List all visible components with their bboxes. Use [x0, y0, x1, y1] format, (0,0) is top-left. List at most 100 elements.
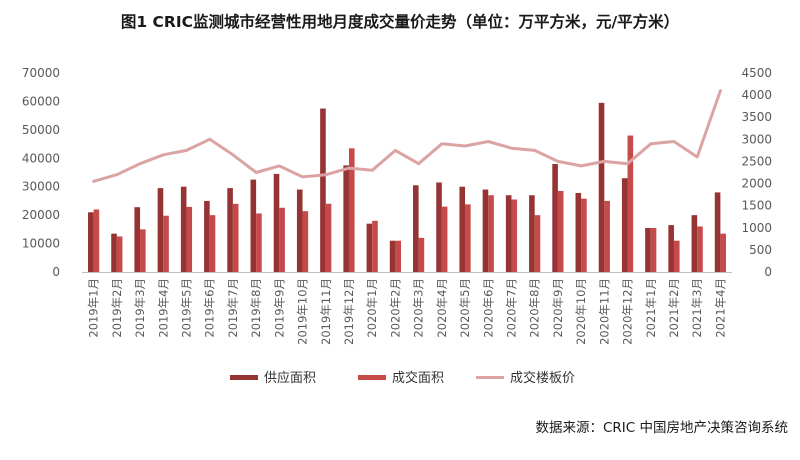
- bar-supply: [552, 163, 558, 272]
- bar-deal: [673, 240, 680, 272]
- x-tick-label: 2020年10月: [574, 278, 588, 345]
- x-tick-label: 2019年3月: [133, 278, 147, 338]
- bar-supply: [111, 233, 117, 272]
- bar-deal: [302, 211, 309, 272]
- bar-deal: [581, 198, 587, 272]
- x-tick-label: 2020年5月: [458, 278, 472, 338]
- legend-label-price: 成交楼板价: [510, 370, 575, 386]
- x-tick-label: 2020年9月: [551, 278, 565, 338]
- x-tick-label: 2020年1月: [365, 278, 379, 338]
- bar-supply: [157, 188, 164, 272]
- x-tick-label: 2020年11月: [597, 278, 611, 345]
- x-tick-label: 2019年11月: [319, 278, 333, 345]
- right-tick-label: 4500: [741, 66, 772, 80]
- left-tick-label: 70000: [22, 66, 60, 80]
- x-tick-label: 2019年1月: [87, 278, 101, 338]
- bar-supply: [598, 102, 605, 272]
- legend-label-deal: 成交面积: [392, 370, 444, 386]
- bar-supply: [459, 186, 466, 272]
- bar-supply: [505, 195, 512, 272]
- bar-deal: [325, 203, 332, 272]
- bar-deal: [650, 227, 657, 272]
- x-tick-label: 2020年2月: [388, 278, 402, 338]
- x-tick-label: 2019年6月: [203, 278, 217, 338]
- bar-deal: [418, 237, 425, 272]
- x-tick-label: 2019年7月: [226, 278, 240, 338]
- right-tick-label: 500: [749, 243, 772, 257]
- left-tick-label: 10000: [22, 237, 60, 251]
- x-tick-label: 2020年8月: [528, 278, 542, 338]
- left-tick-label: 60000: [22, 94, 60, 108]
- x-tick-label: 2019年10月: [296, 278, 310, 345]
- bar-deal: [395, 240, 401, 272]
- x-tick-label: 2019年4月: [156, 278, 170, 338]
- bar-deal: [604, 200, 610, 272]
- bar-supply: [227, 188, 233, 272]
- bar-supply: [482, 189, 489, 272]
- x-tick-label: 2020年4月: [435, 278, 449, 338]
- legend-item-supply: 供应面积: [230, 370, 316, 386]
- legend-swatch-deal: [358, 375, 386, 380]
- chart-title: 图1 CRIC监测城市经营性用地月度成交量价走势（单位：万平方米，元/平方米）: [120, 13, 680, 31]
- bar-deal: [372, 220, 378, 272]
- legend-item-deal: 成交面积: [358, 370, 444, 386]
- legend-label-supply: 供应面积: [264, 370, 316, 386]
- bar-supply: [413, 185, 419, 272]
- bar-supply: [691, 215, 698, 272]
- bar-deal: [232, 203, 239, 272]
- x-axis-ticks: 2019年1月 2019年2月 2019年3月 2019年4月 2019年5月 2019年…: [87, 278, 728, 345]
- bar-deal: [557, 190, 564, 272]
- bar-supply: [273, 173, 280, 272]
- bar-deal: [534, 215, 541, 272]
- bar-deal: [209, 215, 216, 272]
- source-note: 数据来源：CRIC 中国房地产决策咨询系统: [535, 420, 788, 436]
- x-tick-label: 2019年8月: [249, 278, 263, 338]
- right-tick-label: 1500: [741, 199, 772, 213]
- left-tick-label: 30000: [22, 180, 60, 194]
- x-tick-label: 2021年2月: [667, 278, 681, 338]
- bar-supply: [88, 212, 94, 272]
- bar-supply: [180, 186, 187, 272]
- bar-supply: [389, 240, 396, 272]
- right-tick-label: 4000: [741, 88, 772, 102]
- x-tick-label: 2021年1月: [644, 278, 658, 338]
- x-tick-label: 2021年4月: [713, 278, 727, 338]
- bar-supply: [204, 200, 210, 272]
- x-tick-label: 2019年9月: [272, 278, 286, 338]
- right-tick-label: 3500: [741, 110, 772, 124]
- bar-supply: [134, 207, 141, 272]
- x-tick-label: 2019年12月: [342, 278, 356, 345]
- legend: 供应面积 成交面积 成交楼板价: [230, 370, 575, 386]
- x-tick-label: 2020年12月: [621, 278, 635, 345]
- bar-deal: [720, 233, 726, 272]
- bar-deal: [441, 206, 448, 272]
- right-tick-label: 2500: [741, 154, 772, 168]
- bar-supply: [366, 223, 373, 272]
- x-tick-label: 2020年7月: [505, 278, 519, 338]
- right-tick-label: 0: [764, 265, 772, 279]
- right-tick-label: 1000: [741, 221, 772, 235]
- bar-supply: [436, 182, 442, 272]
- bar-deal: [140, 229, 146, 272]
- bar-deal: [488, 195, 494, 272]
- left-tick-label: 20000: [22, 208, 60, 222]
- left-tick-label: 50000: [22, 123, 60, 137]
- right-axis-ticks: 0 500 1000 1500 2000 2500 3000 3500 4000 4500: [741, 66, 772, 279]
- legend-swatch-supply: [230, 375, 258, 380]
- bar-deal: [697, 226, 703, 272]
- bar-deal: [511, 199, 518, 272]
- left-axis-ticks: 0 10000 20000 30000 40000 50000 60000 70000: [22, 66, 60, 279]
- x-tick-label: 2020年3月: [412, 278, 426, 338]
- bar-deal: [163, 215, 169, 272]
- bar-deal: [116, 236, 123, 272]
- bar-deal: [465, 204, 471, 272]
- bar-series: [88, 102, 726, 273]
- x-tick-label: 2020年6月: [481, 278, 495, 338]
- bar-deal: [279, 207, 285, 272]
- right-tick-label: 3000: [741, 132, 772, 146]
- bar-supply: [575, 192, 582, 272]
- bar-supply: [343, 165, 349, 272]
- bar-supply: [621, 178, 628, 272]
- bar-supply: [250, 179, 257, 272]
